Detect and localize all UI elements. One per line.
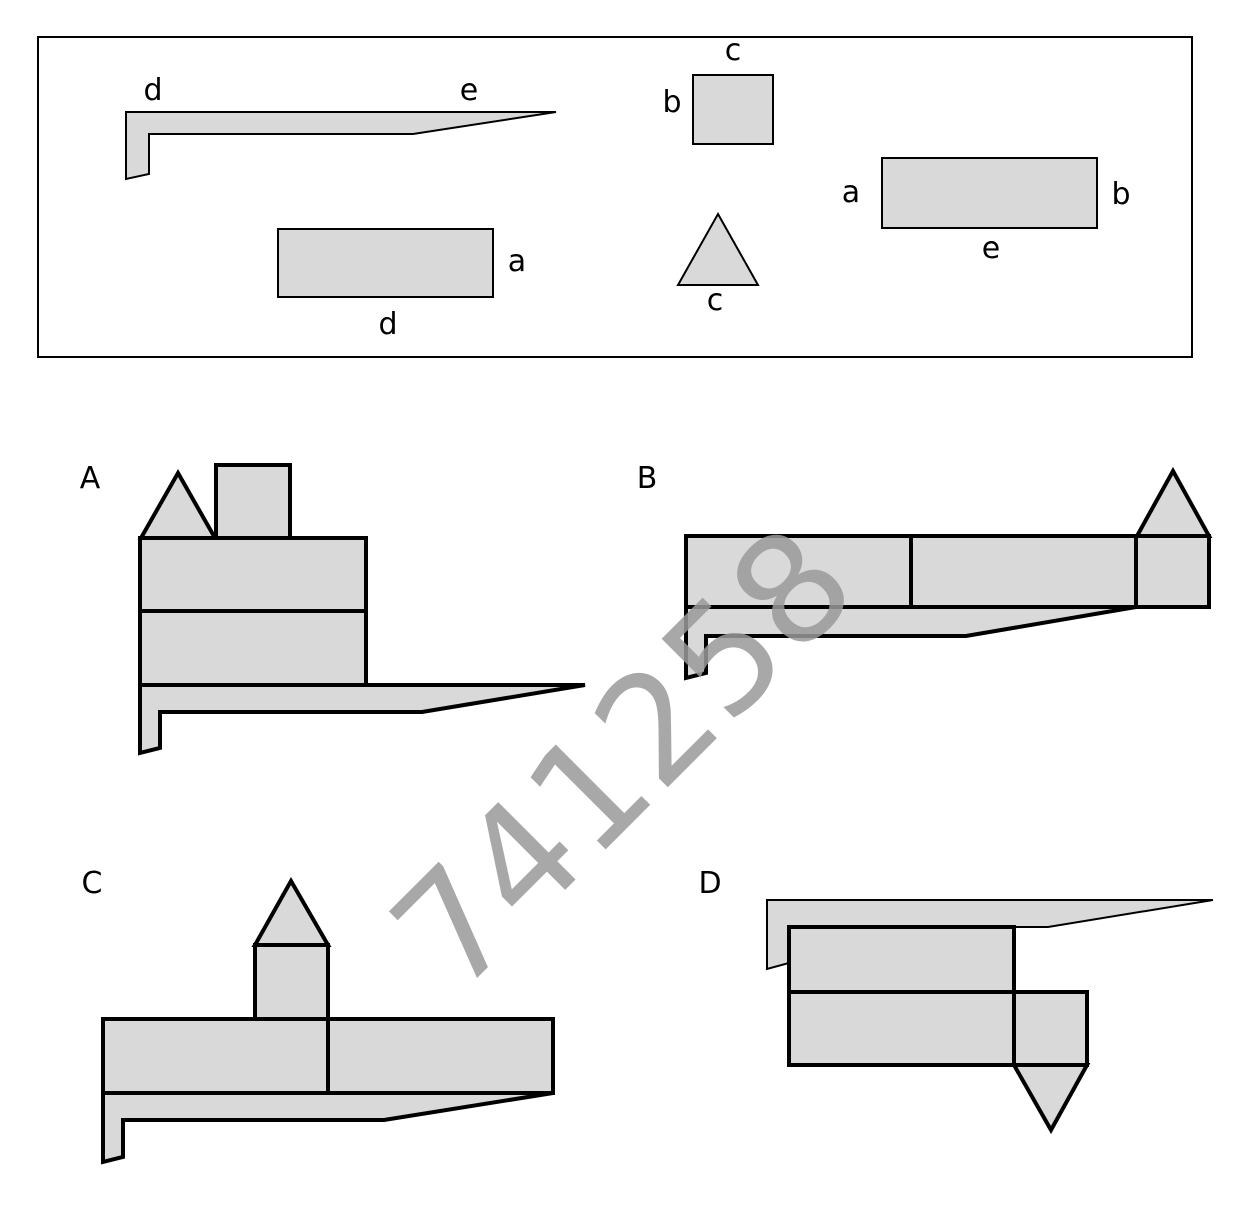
label-d: d: [378, 307, 397, 342]
piece-triangle: c: [676, 211, 760, 318]
option-d-rect-top: [787, 925, 1016, 994]
option-b-l-shape: [684, 605, 1137, 681]
option-d-letter: D: [698, 866, 721, 901]
option-a-rect-bottom: [138, 609, 368, 687]
piece-rect-da: a d: [277, 228, 526, 342]
piece-square: c b: [662, 33, 774, 145]
option-c[interactable]: C: [82, 866, 555, 1165]
option-c-rect-right: [326, 1017, 555, 1095]
option-c-letter: C: [82, 866, 103, 901]
option-a-letter: A: [80, 461, 101, 496]
option-a-square: [214, 463, 292, 540]
option-b-square: [1134, 534, 1211, 609]
label-a: a: [508, 244, 526, 279]
label-b: b: [1111, 177, 1130, 212]
label-c: c: [707, 283, 724, 318]
pieces-box-frame: [37, 36, 1193, 358]
option-c-triangle: [251, 876, 332, 947]
piece-rect-abe: a b e: [842, 157, 1131, 266]
piece-l-shape: d e: [125, 73, 557, 181]
option-a-triangle: [137, 468, 219, 540]
label-e: e: [982, 231, 1000, 266]
l-shape-polygon: [125, 111, 557, 181]
option-c-square: [253, 943, 330, 1021]
label-d: d: [143, 73, 162, 108]
label-c: c: [725, 33, 742, 68]
option-c-rect-left: [101, 1017, 330, 1095]
option-c-l-shape: [101, 1091, 554, 1165]
triangle-shape: [676, 211, 760, 286]
option-d-square: [1012, 990, 1089, 1067]
option-b-rect-right: [909, 534, 1138, 609]
label-a: a: [842, 175, 860, 210]
option-a-rect-top: [138, 536, 368, 613]
option-d-triangle: [1010, 1063, 1091, 1135]
label-b: b: [662, 85, 681, 120]
option-a[interactable]: A: [80, 461, 586, 756]
square-shape: [692, 74, 774, 145]
option-d-rect-bottom: [787, 990, 1016, 1067]
rect-abe-shape: [881, 157, 1098, 229]
option-b-letter: B: [637, 461, 658, 496]
option-b[interactable]: B: [637, 461, 1213, 681]
option-b-triangle: [1133, 466, 1213, 538]
option-d[interactable]: D: [698, 866, 1214, 1135]
label-e: e: [460, 73, 478, 108]
option-a-l-shape: [138, 683, 586, 756]
rect-da-shape: [277, 228, 494, 298]
